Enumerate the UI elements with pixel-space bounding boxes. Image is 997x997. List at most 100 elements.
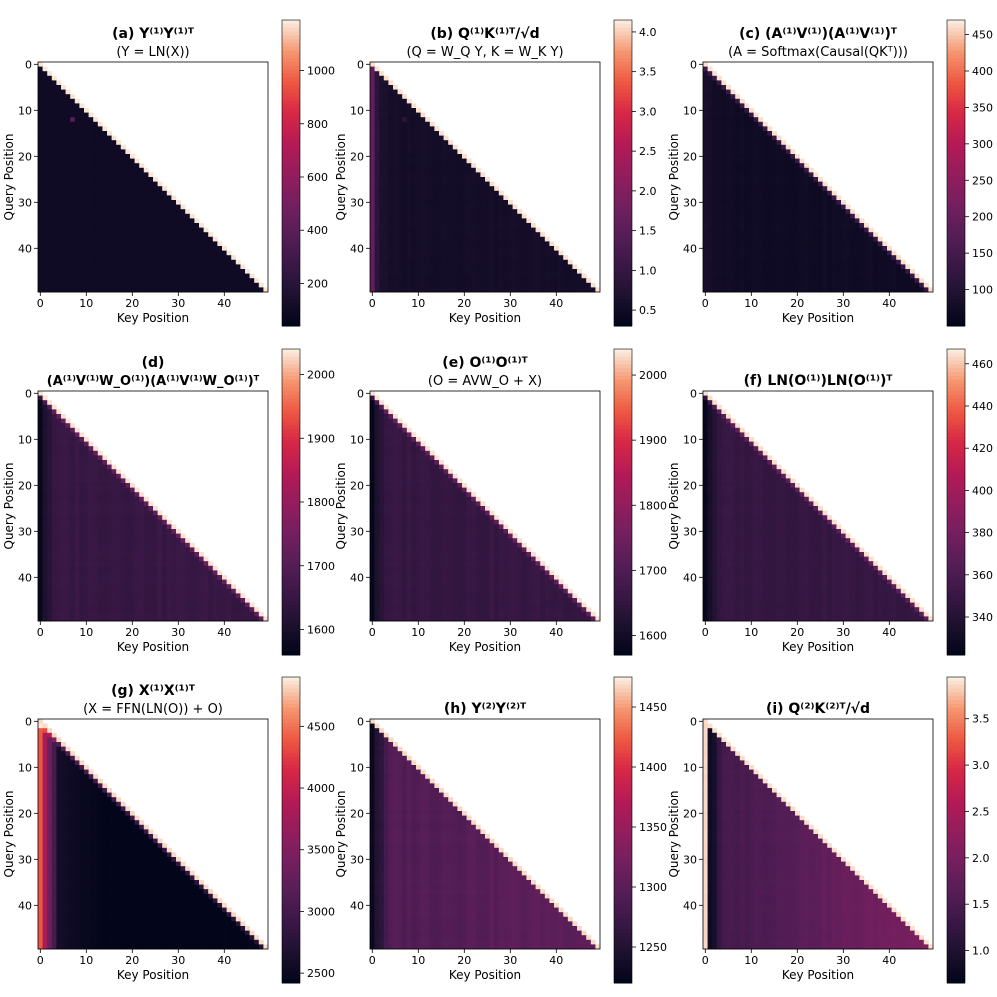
heatmap-cell [503, 264, 508, 269]
colorbar-swatch [614, 162, 632, 166]
heatmap-cell [107, 543, 112, 548]
heatmap-cell [194, 223, 199, 228]
heatmap-cell [786, 223, 791, 228]
heatmap-cell [121, 534, 126, 539]
heatmap-cell [763, 191, 768, 196]
heatmap-cell [471, 251, 476, 256]
heatmap-cell [740, 264, 745, 269]
heatmap-cell [735, 182, 740, 187]
heatmap-cell [790, 168, 795, 173]
heatmap-cell [102, 469, 107, 474]
heatmap-cell [744, 149, 749, 154]
heatmap-cell [84, 122, 89, 127]
heatmap-cell [800, 168, 805, 173]
heatmap-cell [795, 283, 800, 288]
heatmap-cell [777, 154, 782, 159]
heatmap-cell [869, 260, 874, 265]
heatmap-cell [167, 274, 172, 279]
heatmap-cell [731, 117, 736, 122]
heatmap-cell [93, 209, 98, 214]
heatmap-cell [804, 251, 809, 256]
heatmap-cell [763, 251, 768, 256]
heatmap-cell [379, 200, 384, 205]
heatmap-cell [781, 168, 786, 173]
heatmap-cell [869, 232, 874, 237]
heatmap-cell [740, 200, 745, 205]
heatmap-cell [726, 117, 731, 122]
heatmap-cell [407, 186, 412, 191]
heatmap-cell [102, 465, 107, 470]
heatmap-cell [526, 264, 531, 269]
heatmap-cell [70, 182, 75, 187]
heatmap-cell [47, 432, 52, 437]
heatmap-cell [112, 136, 117, 141]
heatmap-cell [513, 209, 518, 214]
heatmap-cell [476, 264, 481, 269]
colorbar-swatch [614, 142, 632, 146]
heatmap-cell [421, 269, 426, 274]
heatmap-cell [144, 566, 149, 571]
heatmap-cell [813, 200, 818, 205]
heatmap-cell [407, 159, 412, 164]
heatmap-cell [712, 99, 717, 104]
heatmap-cell [467, 278, 472, 283]
heatmap-cell [52, 488, 57, 493]
heatmap-cell [102, 136, 107, 141]
heatmap-cell [777, 200, 782, 205]
heatmap-cell [70, 506, 75, 511]
heatmap-cell [781, 154, 786, 159]
heatmap-cell [462, 214, 467, 219]
heatmap-cell [485, 232, 490, 237]
heatmap-cell [236, 264, 241, 269]
heatmap-cell [754, 136, 759, 141]
heatmap-cell [47, 159, 52, 164]
heatmap-cell [735, 283, 740, 288]
heatmap-cell [75, 543, 80, 548]
heatmap-cell [915, 274, 920, 279]
heatmap-cell [800, 195, 805, 200]
heatmap-cell [407, 218, 412, 223]
heatmap-cell [772, 232, 777, 237]
heatmap-cell [217, 269, 222, 274]
heatmap-cell [749, 195, 754, 200]
heatmap-cell [61, 274, 66, 279]
heatmap-cell [98, 515, 103, 520]
heatmap-cell [121, 223, 126, 228]
heatmap-cell [749, 186, 754, 191]
heatmap-cell [148, 246, 153, 251]
heatmap-cell [717, 255, 722, 260]
heatmap-cell [744, 209, 749, 214]
heatmap-cell [43, 437, 48, 442]
heatmap-cell [79, 200, 84, 205]
heatmap-cell [70, 483, 75, 488]
heatmap-cell [61, 474, 66, 479]
heatmap-cell [125, 177, 130, 182]
heatmap-cell [494, 191, 499, 196]
heatmap-cell [370, 255, 375, 260]
heatmap-cell [185, 274, 190, 279]
heatmap-cell [388, 237, 393, 242]
heatmap-cell [717, 177, 722, 182]
heatmap-cell [421, 172, 426, 177]
heatmap-cell [490, 186, 495, 191]
heatmap-cell [102, 163, 107, 168]
heatmap-cell [102, 177, 107, 182]
heatmap-cell [176, 232, 181, 237]
heatmap-cell [135, 561, 140, 566]
heatmap-cell [66, 501, 71, 506]
heatmap-cell [712, 232, 717, 237]
heatmap-cell [744, 269, 749, 274]
heatmap-cell [139, 237, 144, 242]
heatmap-cell [89, 515, 94, 520]
heatmap-cell [786, 154, 791, 159]
panel-c: (c) (A⁽¹⁾V⁽¹⁾)(A⁽¹⁾V⁽¹⁾)ᵀ(A = Softmax(Ca… [667, 20, 993, 327]
heatmap-cell [107, 557, 112, 562]
heatmap-cell [490, 209, 495, 214]
heatmap-cell [721, 264, 726, 269]
heatmap-cell [398, 94, 403, 99]
heatmap-cell [125, 246, 130, 251]
heatmap-cell [749, 154, 754, 159]
heatmap-cell [89, 131, 94, 136]
heatmap-cell [43, 547, 48, 552]
heatmap-cell [457, 237, 462, 242]
